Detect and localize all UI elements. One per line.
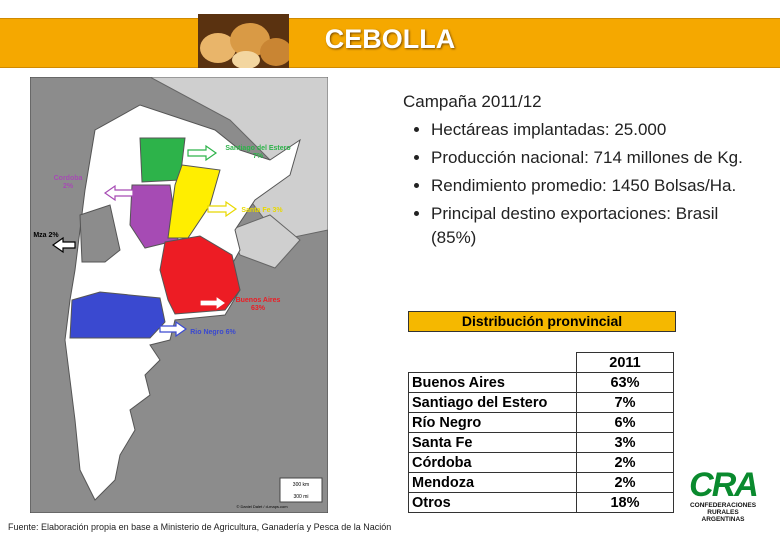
table-row: Otros 18% [408, 492, 674, 513]
summary: Campaña 2011/12 Hectáreas implantadas: 2… [403, 90, 753, 254]
bullet-list: Hectáreas implantadas: 25.000 Producción … [403, 118, 753, 250]
share: 18% [576, 492, 674, 513]
logo-mark: CRA [689, 466, 759, 504]
map-label: Rio Negro 6% [190, 329, 236, 336]
map-label: Santiago del Estero [225, 145, 290, 152]
province: Otros [408, 492, 577, 513]
share: 6% [576, 412, 674, 433]
logo-text: RURALES [707, 509, 739, 516]
province: Santa Fe [408, 432, 577, 453]
source: Fuente: Elaboración propia en base a Min… [8, 522, 392, 532]
share: 63% [576, 372, 674, 393]
province: Buenos Aires [408, 372, 577, 393]
table-row: Córdoba 2% [408, 452, 674, 473]
map-label: Cordoba [54, 175, 83, 182]
bullet: Principal destino exportaciones: Brasil … [431, 202, 753, 250]
map-label: 2% [63, 183, 74, 190]
scale-mi: 300 mi [293, 494, 308, 500]
map-label: 7% [253, 153, 264, 160]
bullet: Producción nacional: 714 millones de Kg. [431, 146, 753, 170]
table-row: Mendoza 2% [408, 472, 674, 493]
share: 3% [576, 432, 674, 453]
province: Córdoba [408, 452, 577, 473]
logo: CRA CONFEDERACIONES RURALES ARGENTINAS [683, 468, 763, 523]
map-label: Mza 2% [33, 232, 59, 239]
share: 2% [576, 452, 674, 473]
logo-text: ARGENTINAS [701, 516, 745, 523]
province: Río Negro [408, 412, 577, 433]
bullet: Hectáreas implantadas: 25.000 [431, 118, 753, 142]
province: Santiago del Estero [408, 392, 577, 413]
map-credit: © Daniel Dalet / d-maps.com [236, 504, 288, 509]
table-row: Santiago del Estero 7% [408, 392, 674, 413]
table-row: Santa Fe 3% [408, 432, 674, 453]
scale-km: 300 km [293, 482, 309, 488]
title-bar [0, 18, 780, 68]
share: 2% [576, 472, 674, 493]
onion-image [198, 14, 289, 68]
map-label: Buenos Aires [236, 297, 281, 304]
table-row: Río Negro 6% [408, 412, 674, 433]
map-label: Santa Fe 3% [241, 207, 283, 214]
province: Mendoza [408, 472, 577, 493]
share: 7% [576, 392, 674, 413]
logo-text: CONFEDERACIONES [689, 502, 757, 509]
column-header: 2011 [576, 352, 674, 373]
table: 2011 Buenos Aires 63% Santiago del Estero 7… [408, 352, 674, 513]
title: CEBOLLA [324, 24, 456, 54]
table-row: Buenos Aires 63% [408, 372, 674, 393]
campaign: Campaña 2011/12 [403, 92, 542, 111]
header-row: 2011 [408, 352, 674, 373]
map-label: 63% [251, 305, 266, 312]
bullet: Rendimiento promedio: 1450 Bolsas/Ha. [431, 174, 753, 198]
table-title: Distribución pronvincial [408, 311, 676, 332]
